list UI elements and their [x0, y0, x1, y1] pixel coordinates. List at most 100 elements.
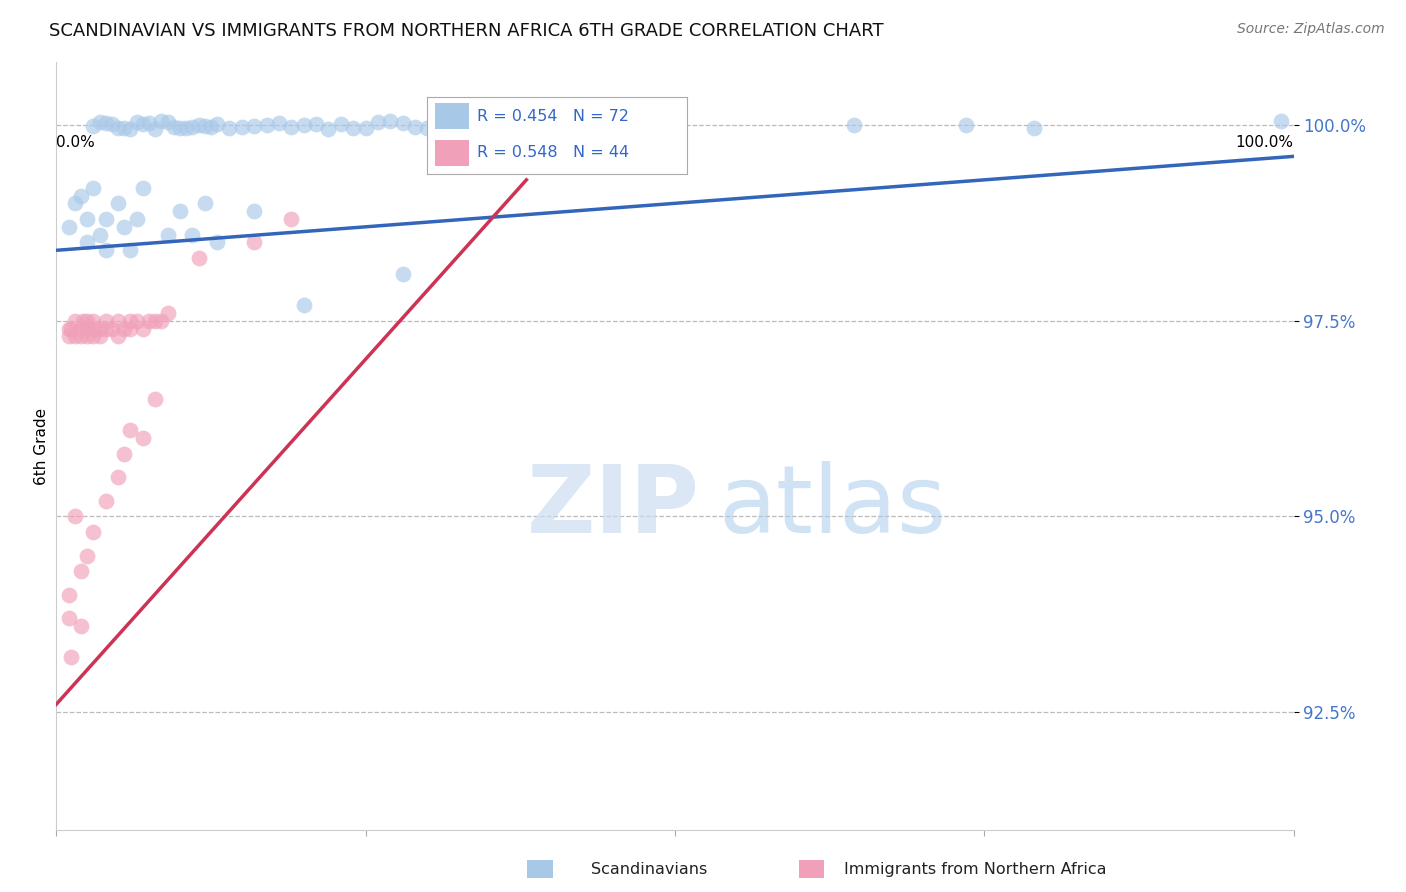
Point [181, 120, 204, 134]
Point [112, 219, 135, 234]
Point [169, 120, 191, 135]
Point [589, 117, 612, 131]
Point [187, 251, 209, 265]
Point [318, 121, 340, 136]
Point [94, 314, 117, 328]
Point [70, 329, 93, 343]
Point [94, 116, 117, 130]
Point [174, 120, 197, 135]
Point [107, 120, 129, 135]
Point [342, 120, 364, 135]
Point [125, 115, 148, 129]
Point [156, 306, 179, 320]
Point [491, 118, 513, 132]
Text: Scandinavians: Scandinavians [591, 863, 707, 877]
Point [267, 116, 290, 130]
Point [614, 120, 637, 134]
Point [150, 114, 173, 128]
Point [107, 314, 129, 328]
Point [120, 423, 142, 437]
Point [404, 120, 426, 134]
Point [132, 180, 155, 194]
Point [1270, 114, 1292, 128]
Point [58, 588, 80, 602]
Point [89, 321, 111, 335]
Point [70, 321, 93, 335]
Point [143, 314, 166, 328]
Point [194, 119, 217, 133]
Point [515, 121, 537, 136]
Point [132, 321, 155, 335]
Text: SCANDINAVIAN VS IMMIGRANTS FROM NORTHERN AFRICA 6TH GRADE CORRELATION CHART: SCANDINAVIAN VS IMMIGRANTS FROM NORTHERN… [49, 22, 884, 40]
Point [76, 235, 98, 250]
Text: Immigrants from Northern Africa: Immigrants from Northern Africa [844, 863, 1107, 877]
Point [280, 120, 302, 135]
Point [120, 321, 142, 335]
Point [243, 119, 266, 133]
Point [256, 119, 278, 133]
Point [138, 314, 160, 328]
Point [844, 118, 866, 132]
Point [565, 120, 588, 134]
Point [169, 204, 191, 219]
Point [120, 314, 142, 328]
Point [465, 121, 488, 136]
Point [82, 329, 104, 343]
Point [76, 321, 98, 335]
Text: 0.0%: 0.0% [56, 135, 96, 150]
Point [305, 117, 328, 131]
Text: ZIP: ZIP [526, 461, 699, 553]
Point [391, 267, 413, 281]
Point [76, 314, 98, 328]
Point [112, 321, 135, 335]
Point [58, 611, 80, 625]
Point [89, 227, 111, 242]
Text: atlas: atlas [718, 461, 946, 553]
Point [380, 114, 402, 128]
Point [76, 212, 98, 227]
Point [58, 321, 80, 335]
Point [231, 120, 253, 134]
Y-axis label: 6th Grade: 6th Grade [34, 408, 49, 484]
Point [329, 117, 352, 131]
Point [280, 212, 302, 227]
Point [82, 525, 104, 540]
Point [292, 118, 315, 132]
Point [82, 314, 104, 328]
Point [156, 115, 179, 129]
Point [205, 235, 228, 250]
Point [72, 314, 94, 328]
Point [125, 314, 148, 328]
Point [76, 549, 98, 563]
Point [143, 392, 166, 406]
Point [120, 244, 142, 258]
Point [125, 212, 148, 227]
Point [429, 117, 451, 131]
Point [107, 329, 129, 343]
Point [63, 196, 86, 211]
Point [94, 321, 117, 335]
Point [82, 119, 104, 133]
Point [112, 120, 135, 135]
Point [367, 114, 389, 128]
Point [107, 196, 129, 211]
Point [60, 650, 83, 665]
Point [70, 188, 93, 202]
Text: 100.0%: 100.0% [1236, 135, 1294, 150]
Point [112, 447, 135, 461]
Point [143, 121, 166, 136]
Point [156, 227, 179, 242]
Point [540, 115, 562, 129]
Point [441, 119, 464, 133]
Point [181, 227, 204, 242]
Point [94, 244, 117, 258]
Point [150, 314, 173, 328]
Point [243, 204, 266, 219]
Point [63, 329, 86, 343]
Point [243, 235, 266, 250]
Point [200, 120, 222, 134]
Point [70, 564, 93, 578]
Point [163, 120, 186, 135]
Point [120, 121, 142, 136]
Point [58, 219, 80, 234]
